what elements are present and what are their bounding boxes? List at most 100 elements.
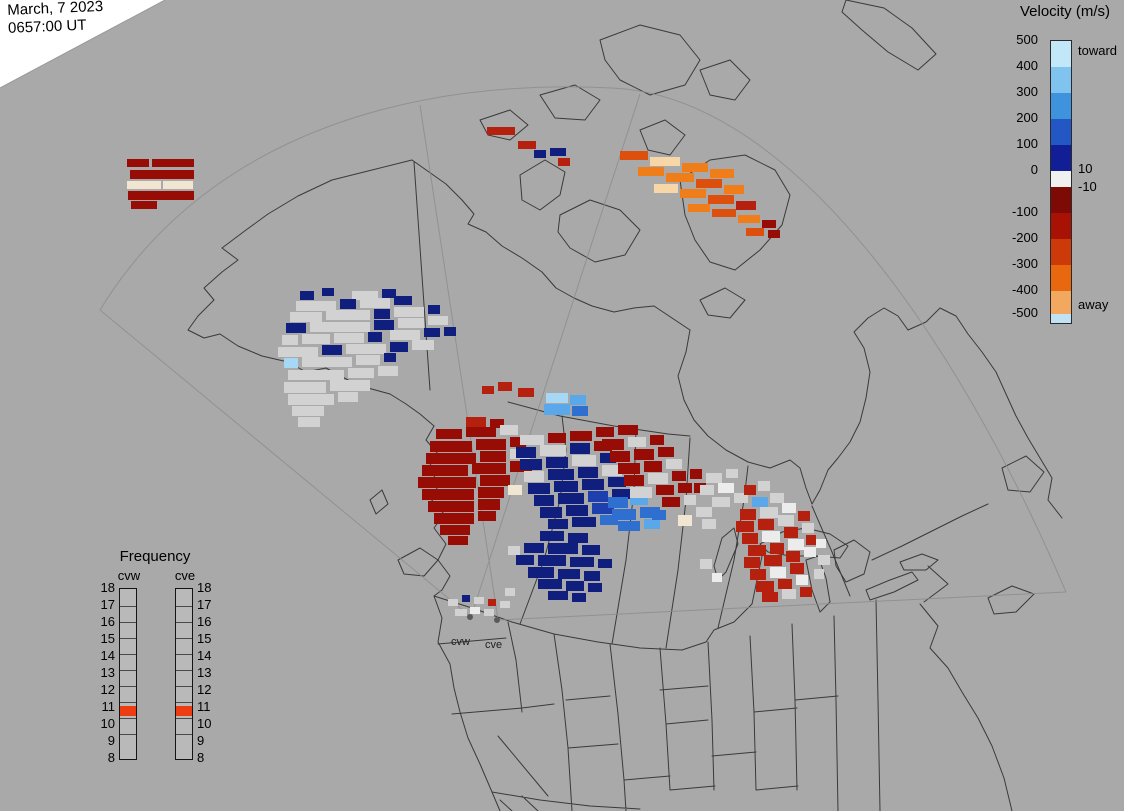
velocity-cell <box>618 521 640 531</box>
zero-band-pos-label: 10 <box>1078 161 1093 176</box>
colorbar-tick-label: -400 <box>1011 282 1038 297</box>
velocity-cell <box>510 437 526 447</box>
velocity-cell <box>572 406 588 416</box>
frequency-bar-cvw <box>119 588 137 760</box>
velocity-cell <box>430 441 472 452</box>
velocity-cell <box>570 431 592 441</box>
colorbar-tick-label: -500 <box>1011 305 1038 320</box>
velocity-cell <box>608 477 626 487</box>
velocity-cell <box>322 345 342 355</box>
velocity-cell <box>422 489 474 500</box>
velocity-cell <box>638 167 664 176</box>
velocity-cell <box>654 184 678 193</box>
frequency-tick-label: 10 <box>100 716 115 731</box>
velocity-cell <box>534 150 546 158</box>
velocity-cell <box>570 395 586 405</box>
frequency-bar-segment <box>176 734 192 750</box>
velocity-cell <box>770 493 784 503</box>
velocity-cell <box>282 335 298 345</box>
velocity-cell <box>718 483 734 493</box>
velocity-cell <box>652 510 666 520</box>
radar-fov-edges <box>99 93 1067 621</box>
velocity-cell <box>782 503 796 513</box>
prince-patrick-island <box>479 109 529 141</box>
velocity-cell <box>738 215 760 223</box>
velocity-cell <box>612 489 630 499</box>
velocity-colorbar-side-labels: toward 10 -10 away <box>1078 40 1124 324</box>
velocity-cell <box>644 461 662 472</box>
velocity-cell <box>130 170 194 179</box>
melville-island <box>539 84 601 121</box>
velocity-cell <box>284 382 326 393</box>
velocity-cell <box>505 588 515 596</box>
velocity-cell <box>472 463 506 474</box>
velocity-colorbar-ticks: 500 400 300 200 100 0 -100 -200 -300 -400 -500 <box>998 33 1044 324</box>
velocity-cell <box>724 185 744 194</box>
colorbar-tick-label: -200 <box>1011 230 1038 245</box>
frequency-tick-label: 12 <box>197 682 212 697</box>
frequency-tick-label: 18 <box>100 580 115 595</box>
velocity-cell <box>736 201 756 210</box>
velocity-cell <box>128 191 194 200</box>
lake-huron <box>833 539 871 583</box>
frequency-tick-label: 15 <box>100 631 115 646</box>
velocity-cell <box>672 471 686 481</box>
velocity-cell <box>640 507 660 518</box>
st-lawrence-north-shore <box>871 503 989 561</box>
velocity-cell <box>398 318 424 328</box>
velocity-cell <box>412 340 434 350</box>
velocity-cell <box>712 209 736 217</box>
corner-edge-line <box>0 0 166 89</box>
lake-erie <box>865 571 919 601</box>
coastline-borders <box>187 0 1063 811</box>
colorbar-segment <box>1051 314 1071 323</box>
frequency-bar-segment <box>176 686 192 702</box>
velocity-cell <box>163 181 193 189</box>
velocity-cell <box>296 301 336 311</box>
labrador-coast <box>907 307 1063 519</box>
velocity-cell <box>382 289 396 298</box>
velocity-cell <box>487 127 515 135</box>
velocity-cell <box>394 296 412 305</box>
velocity-cell <box>768 230 780 238</box>
frequency-tick-label: 17 <box>197 597 212 612</box>
velocity-cell <box>736 521 754 532</box>
velocity-cell <box>618 425 638 435</box>
velocity-cell <box>610 451 630 462</box>
velocity-cell <box>628 437 646 447</box>
velocity-cell <box>546 457 568 468</box>
frequency-tick-label: 8 <box>107 750 115 765</box>
velocity-cell <box>288 370 344 380</box>
velocity-cell <box>760 507 778 518</box>
velocity-cell <box>508 546 520 555</box>
velocity-cell <box>288 394 334 405</box>
velocity-cell <box>548 519 568 529</box>
frequency-bar-segment <box>176 589 192 606</box>
frequency-tick-label: 8 <box>197 750 205 765</box>
velocity-cell <box>302 334 330 344</box>
velocity-cell <box>630 495 648 505</box>
somerset-island <box>639 119 686 156</box>
frequency-tick-label: 14 <box>197 648 212 663</box>
velocity-cell <box>572 517 596 527</box>
velocity-cell <box>684 495 696 505</box>
velocity-cell <box>740 509 756 520</box>
frequency-bar-segment <box>176 670 192 686</box>
velocity-cell <box>520 435 544 445</box>
frequency-tick-label: 16 <box>100 614 115 629</box>
velocity-cell <box>696 507 712 517</box>
velocity-cell <box>544 404 570 415</box>
velocity-cell <box>778 515 794 526</box>
velocity-cell <box>678 483 692 493</box>
velocity-cell <box>518 141 536 149</box>
velocity-cell <box>470 607 480 614</box>
radar-dot-cve <box>494 617 500 623</box>
colorbar-segment <box>1051 171 1071 187</box>
velocity-cell <box>588 491 608 502</box>
frequency-bar-cve <box>175 588 193 760</box>
velocity-cell <box>814 569 824 579</box>
frequency-bar-segment <box>120 622 136 638</box>
velocity-cell <box>462 595 470 602</box>
velocity-cell <box>582 545 600 555</box>
